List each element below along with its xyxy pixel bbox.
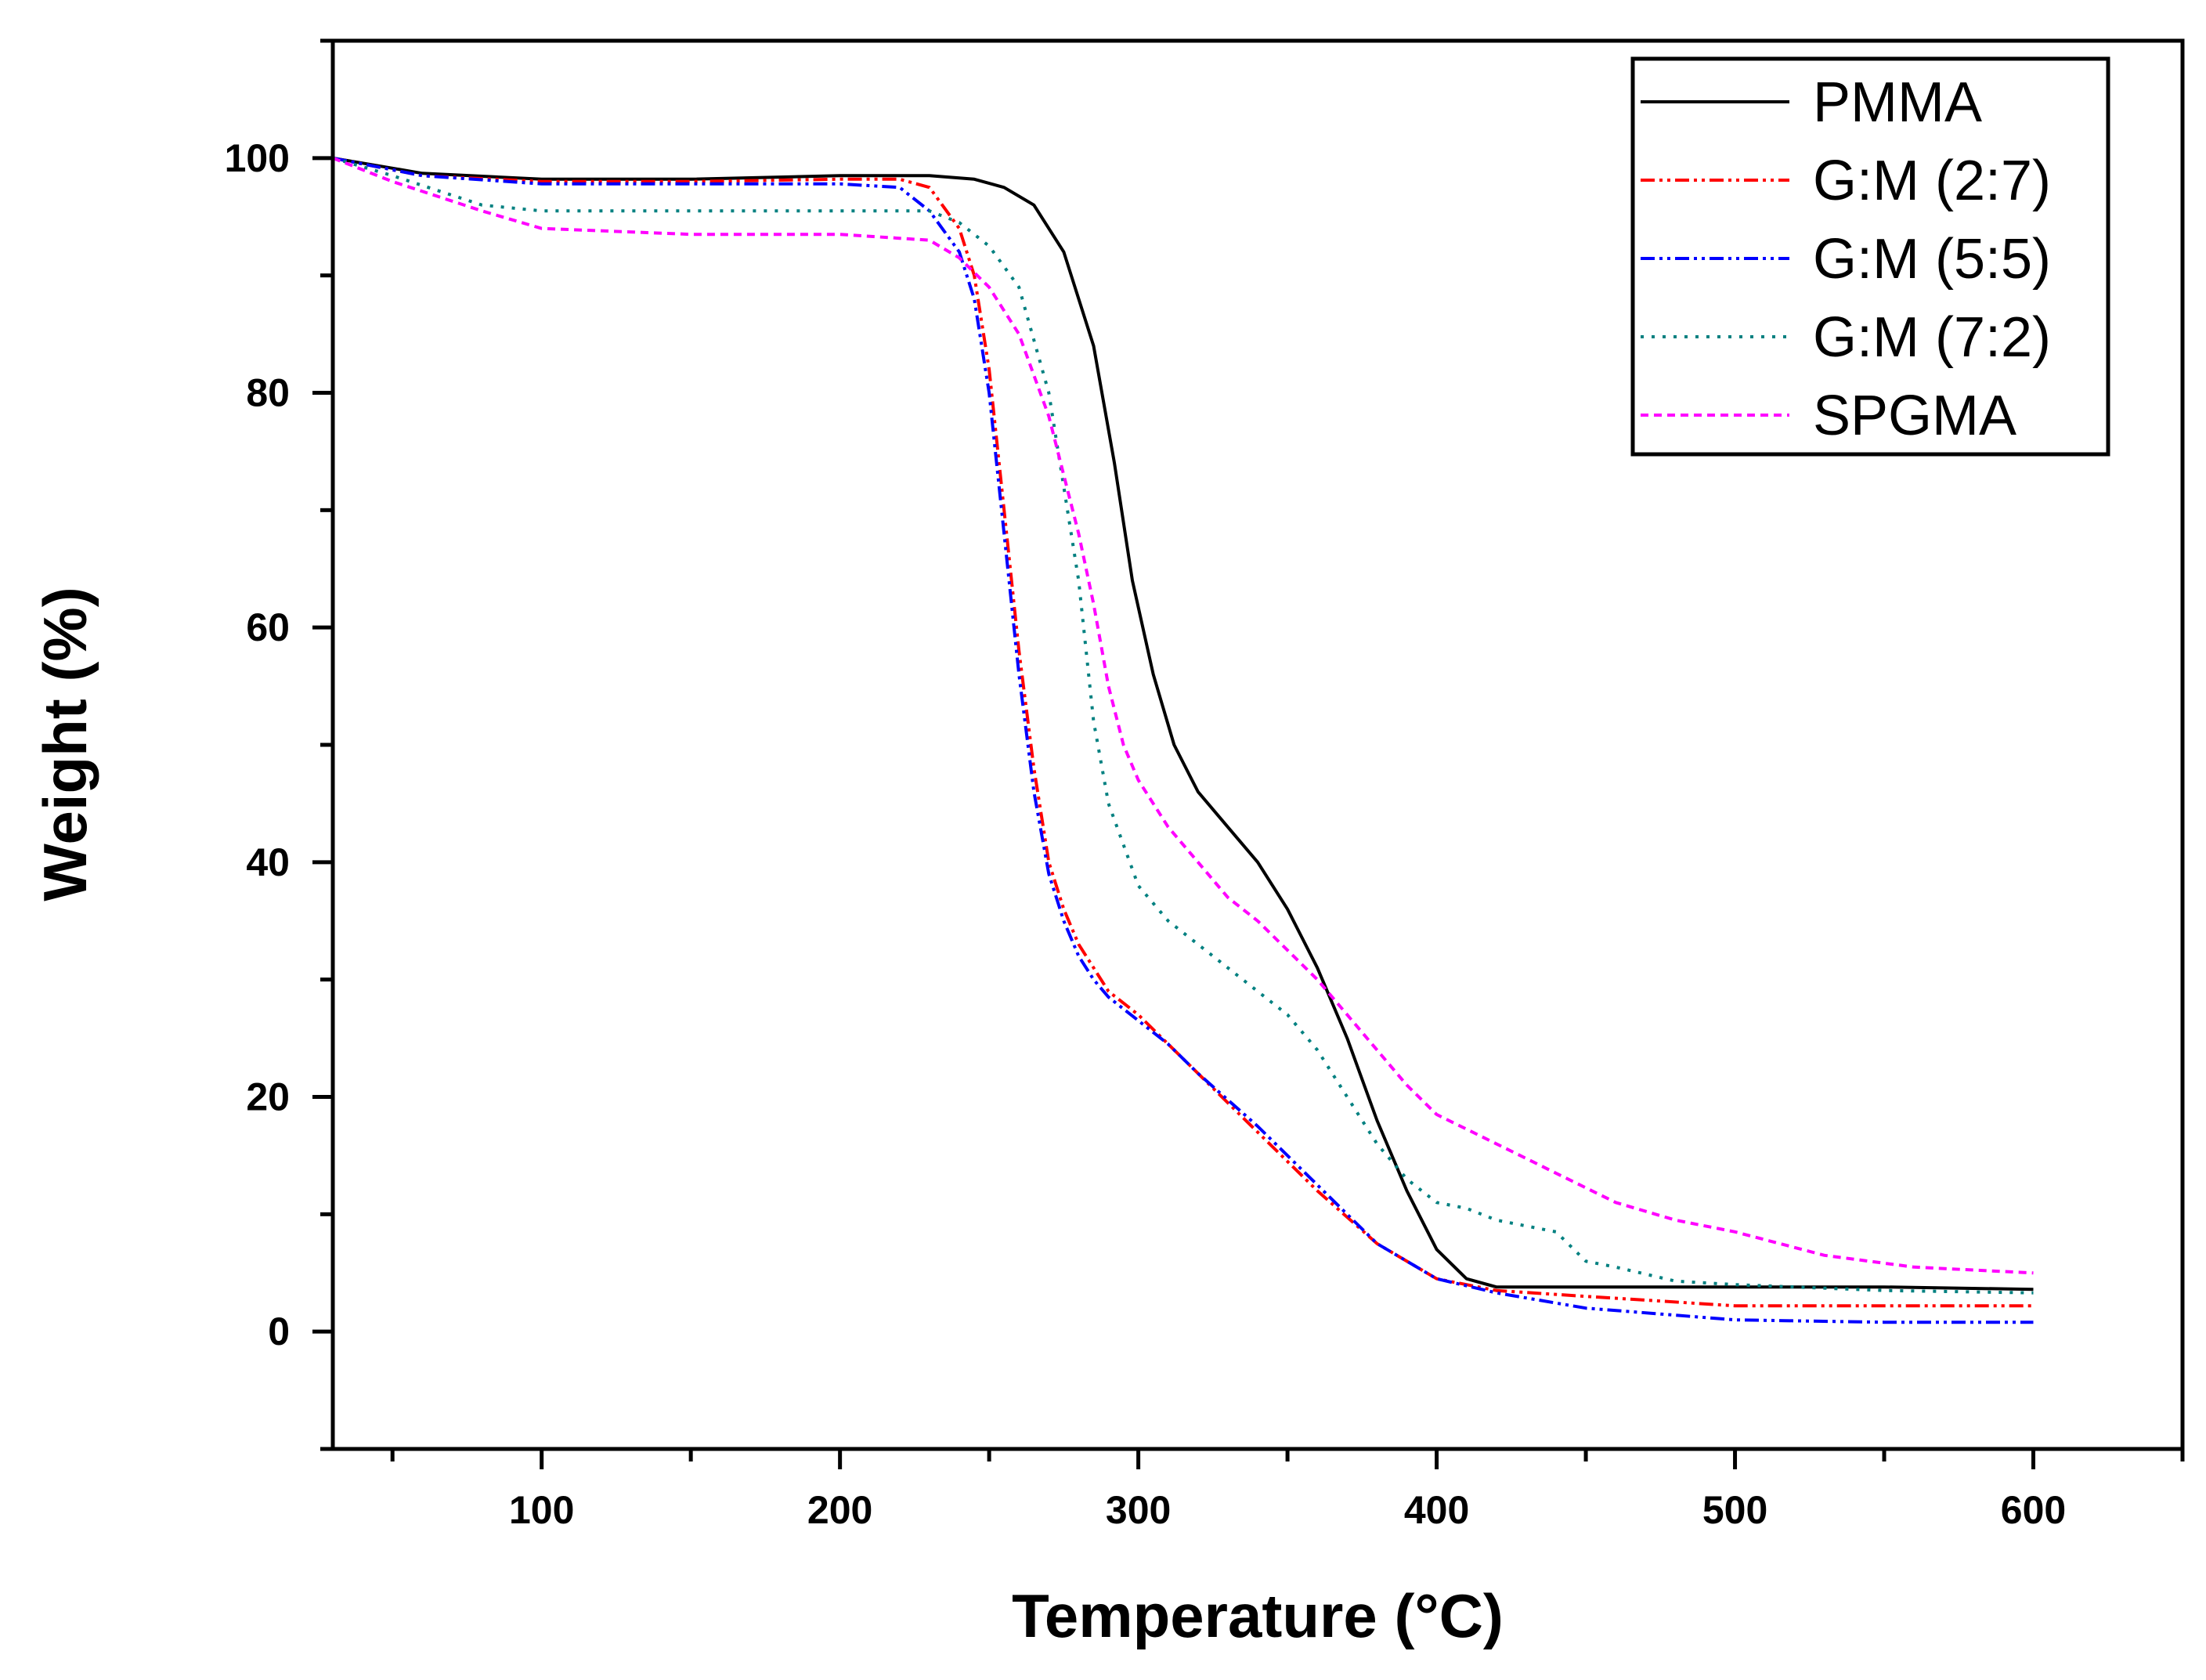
legend-label-4: SPGMA [1813, 385, 2016, 447]
y-tick-label: 0 [268, 1310, 290, 1353]
x-axis-title: Temperature (°C) [1012, 1581, 1504, 1650]
x-tick-label: 500 [1702, 1488, 1767, 1532]
legend-items: PMMA G:M (2:7) G:M (5:5) G:M (7:2) SPGMA [1641, 71, 2051, 447]
legend-box [1630, 56, 2110, 457]
x-tick-label: 600 [2001, 1488, 2066, 1532]
legend: PMMA G:M (2:7) G:M (5:5) G:M (7:2) SPGMA [1630, 56, 2110, 457]
series-line-4 [332, 156, 2034, 1275]
y-tick-label: 60 [246, 605, 290, 649]
y-tick-label: 20 [246, 1075, 290, 1119]
legend-label-2: G:M (5:5) [1813, 228, 2051, 291]
x-tick-label: 400 [1404, 1488, 1469, 1532]
series-layer [332, 156, 2034, 1324]
x-tick-label: 300 [1106, 1488, 1171, 1532]
legend-label-0: PMMA [1813, 71, 1982, 134]
y-tick-label: 100 [225, 136, 290, 180]
tick-layer: 100 200 300 400 500 600 0 20 40 60 80 100 [225, 38, 2185, 1532]
y-axis-title: Weight (%) [31, 587, 99, 901]
series-line-0 [332, 156, 2034, 1292]
legend-label-3: G:M (7:2) [1813, 306, 2051, 369]
legend-label-1: G:M (2:7) [1813, 150, 2051, 212]
x-tick-label: 100 [509, 1488, 574, 1532]
y-tick-label: 40 [246, 840, 290, 884]
series-line-3 [332, 156, 2034, 1295]
x-tick-label: 200 [807, 1488, 872, 1532]
series-line-2 [332, 156, 2034, 1324]
y-tick-label: 80 [246, 371, 290, 415]
